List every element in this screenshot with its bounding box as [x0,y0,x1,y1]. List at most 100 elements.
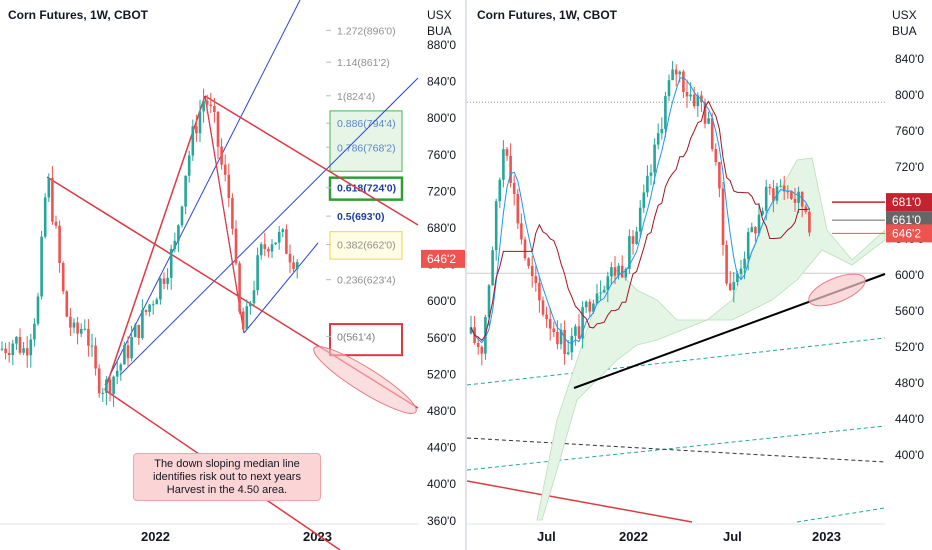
candle-body [249,303,252,307]
candle-body [710,118,714,150]
candle-body [476,343,480,347]
green-dashed-trend [467,337,886,386]
candle-body [238,263,241,312]
red-pivot-line [104,95,206,391]
price-level-badge-text: 646'2 [892,226,921,240]
candle-body [588,301,592,312]
candle-body [227,174,231,199]
candle-body [487,285,491,317]
candle-body [602,290,606,293]
left-y-tick: 480'0 [427,404,456,418]
candle-body [595,293,599,304]
candle-body [502,149,505,180]
candle-body [151,304,155,306]
candle-body [574,326,577,336]
fib-zone-green [329,110,403,172]
left-y-tick: 720'0 [427,184,456,198]
left-price-badge [421,249,465,268]
candle-body [707,118,710,124]
pitchfork-upper-line [104,0,301,386]
candle-body [617,265,620,276]
candle-body [115,370,119,377]
candle-body [703,102,707,124]
candle-body [79,328,83,334]
right-y-tick: 720'0 [895,160,924,174]
candle-body [54,221,58,226]
candle-body [245,306,249,330]
candle-body [512,182,516,194]
candle-body [718,162,721,189]
candle-body [682,71,685,93]
candle-body [18,336,22,353]
candle-body [87,328,90,346]
price-level-badge [886,224,932,243]
candle-body [671,69,674,81]
right-y-tick: 440'0 [895,412,924,426]
candle-body [653,144,656,173]
candle-body [743,258,746,269]
right-y-tick: 520'0 [895,340,924,354]
ichimoku-cloud [536,157,886,521]
candle-body [779,185,782,187]
candle-body [58,225,61,264]
price-level-badge-text: 661'0 [892,213,921,227]
candle-body [664,96,667,129]
candle-body [642,192,646,208]
left-y-tick: 520'0 [427,367,456,381]
candle-body [119,364,123,371]
right-x-tick: 2023 [812,529,841,544]
candle-body [61,263,65,292]
candle-body [83,328,87,330]
right-unit-bottom: BUA [892,24,917,38]
left-y-tick: 560'0 [427,331,456,345]
candle-body [523,239,527,259]
candle-body [530,265,534,277]
candle-body [606,276,610,291]
candle-body [757,214,761,234]
annotation-note: The down sloping median line identifies … [133,453,321,501]
candle-body [793,198,797,203]
candle-body [213,106,216,112]
left-y-tick: 760'0 [427,148,456,162]
target-ellipse [808,273,866,307]
candle-body [772,188,775,201]
candle-body [220,146,223,165]
candle-body [15,336,18,344]
fib-level-label: 0.618(724'0) [337,183,396,195]
candle-body [566,352,570,355]
candle-body [43,197,47,237]
left-unit-bottom: BUA [427,24,452,38]
fib-level-label: 0.886(794'4) [337,118,396,130]
candle-body [281,229,285,232]
right-y-tick: 480'0 [895,376,924,390]
candle-body [133,324,137,337]
candle-body [173,240,177,250]
candle-body [764,186,768,211]
candle-body [256,255,259,291]
candle-body [123,345,126,365]
candle-body [36,296,40,324]
price-level-badge [886,193,932,212]
left-unit-top: USX [427,8,452,22]
left-y-tick: 680'0 [427,221,456,235]
candle-body [610,267,613,277]
candle-body [0,348,4,350]
candle-body [267,248,270,252]
candle-body [548,319,552,329]
candle-body [94,345,97,369]
fib-level-label: 0.382(662'0) [337,239,396,251]
candle-body [646,175,649,193]
candle-body [216,111,220,147]
candle-body [112,376,115,395]
candle-body [141,310,144,339]
candle-body [198,111,202,134]
candle-body [7,352,11,356]
candle-body [166,277,169,284]
candle-body [187,155,191,176]
candle-body [231,198,234,229]
left-y-tick: 600'0 [427,294,456,308]
panel-divider[interactable] [465,0,467,550]
candle-body [209,104,213,107]
candle-body [292,262,295,270]
candle-body [169,249,173,278]
